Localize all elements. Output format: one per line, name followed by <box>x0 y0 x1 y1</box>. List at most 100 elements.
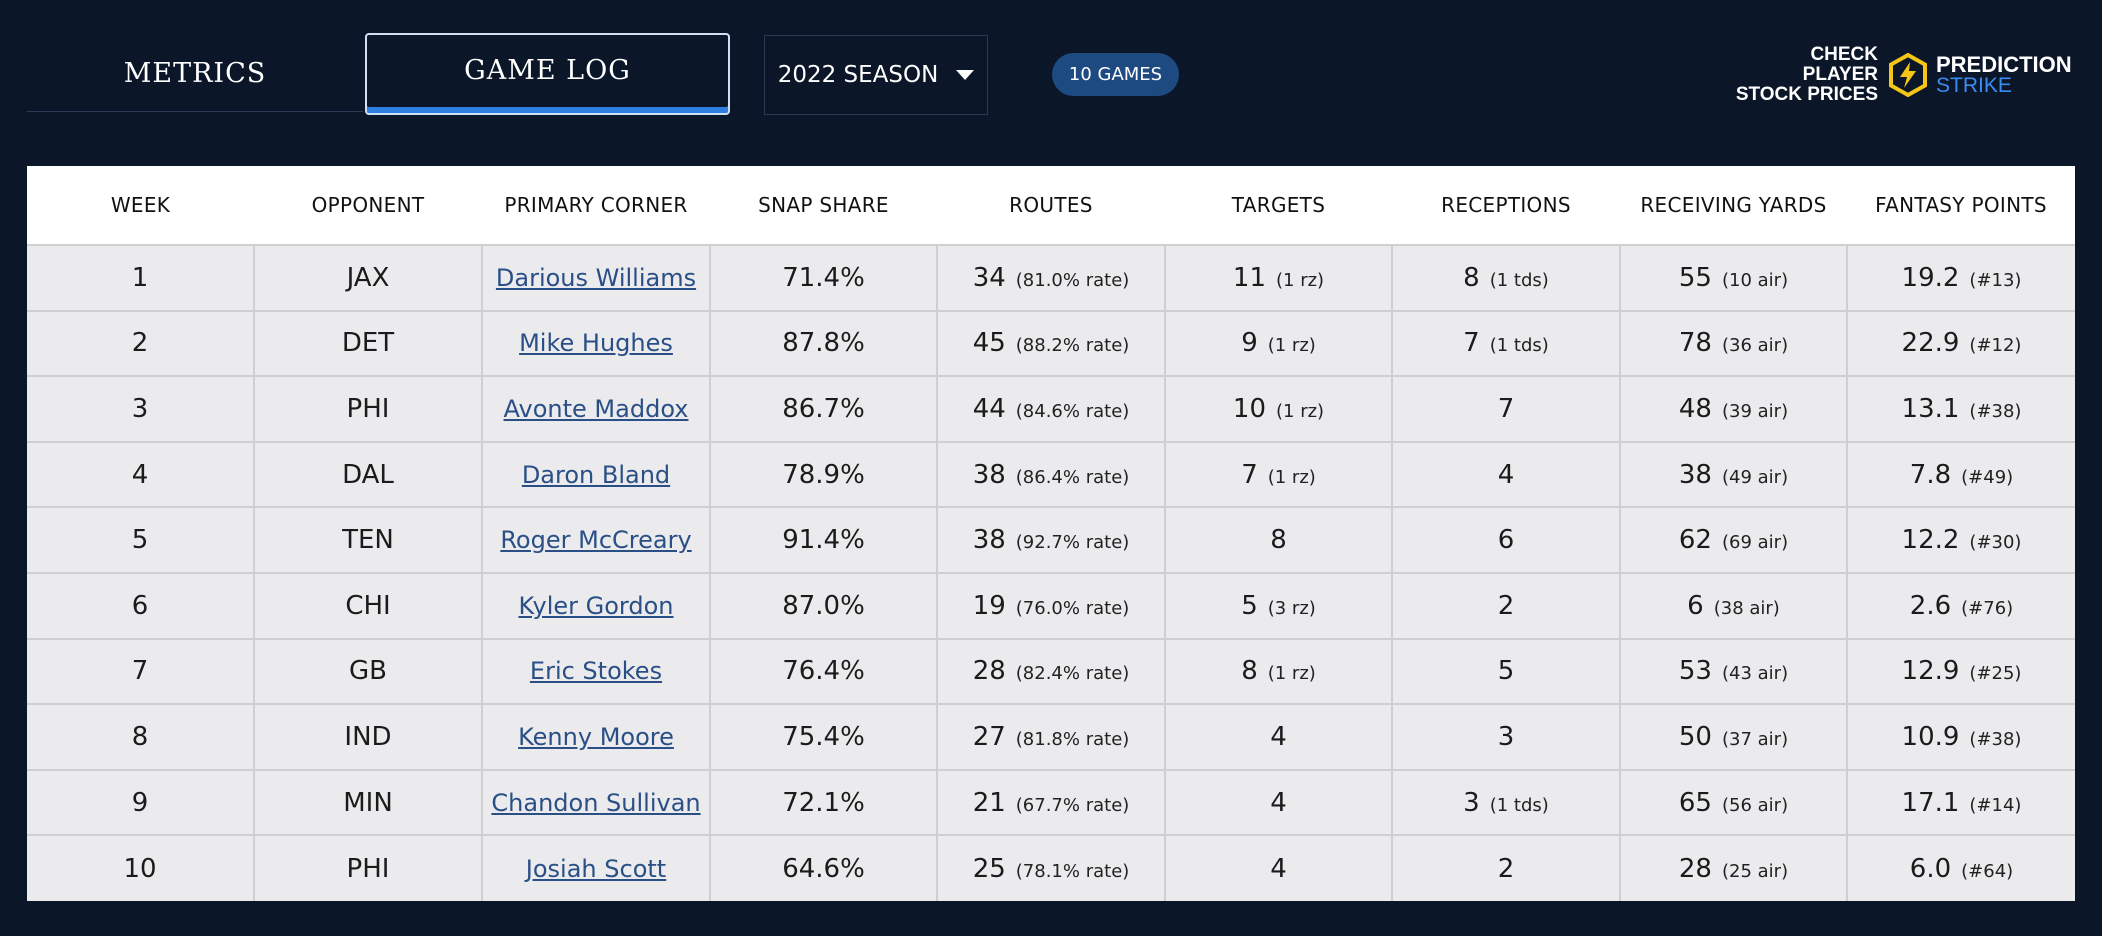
targets-cell-value: 7 <box>1241 459 1258 490</box>
games-count-badge: 10 GAMES <box>1052 53 1179 96</box>
routes-cell-value: 21 <box>972 787 1006 818</box>
fantasy-points-cell-detail: (#64) <box>1961 860 2014 882</box>
snap-share-cell: 76.4% <box>710 638 938 705</box>
column-header-receptions: RECEPTIONS <box>1392 166 1620 246</box>
routes-cell-value: 28 <box>972 656 1006 687</box>
table-row: 5 TEN Roger McCreary 91.4% 38 (92.7% rate) 8 6 6… <box>27 507 2075 573</box>
fantasy-points-cell-detail: (#12) <box>1969 335 2022 357</box>
column-header-opponent: OPPONENT <box>254 166 482 246</box>
primary-corner-link[interactable]: Avonte Maddox <box>503 394 689 423</box>
primary-corner-link[interactable]: Chandon Sullivan <box>491 788 701 817</box>
primary-corner-link[interactable]: Daron Bland <box>521 460 671 489</box>
fantasy-points-cell: 6.0 (#64) <box>1847 835 2075 901</box>
routes-cell: 44 (84.6% rate) <box>937 376 1166 442</box>
receiving-yards-cell: 50 (37 air) <box>1620 704 1848 770</box>
primary-corner-cell: Eric Stokes <box>482 638 711 705</box>
routes-cell-detail: (86.4% rate) <box>1015 466 1130 488</box>
routes-cell-value: 34 <box>972 262 1006 293</box>
game-log-table-container: WEEK OPPONENT PRIMARY CORNER SNAP SHARE ROUT… <box>27 166 2075 901</box>
table-row: 3 PHI Avonte Maddox 86.7% 44 (84.6% rate) 10 (1… <box>27 376 2075 442</box>
opponent-cell: PHI <box>254 376 483 442</box>
routes-cell: 21 (67.7% rate) <box>937 769 1166 836</box>
routes-cell-value: 45 <box>972 328 1006 359</box>
primary-corner-link[interactable]: Roger McCreary <box>500 526 692 555</box>
tab-game-log[interactable]: GAME LOG <box>365 33 730 115</box>
primary-corner-link[interactable]: Josiah Scott <box>525 854 667 883</box>
fantasy-points-cell: 10.9 (#38) <box>1847 704 2075 770</box>
receptions-cell-value: 4 <box>1497 459 1515 490</box>
receiving-yards-cell-detail: (36 air) <box>1721 335 1789 357</box>
routes-cell-detail: (82.4% rate) <box>1015 663 1130 685</box>
table-row: 9 MIN Chandon Sullivan 72.1% 21 (67.7% rate) 4… <box>27 769 2075 836</box>
table-body: 1 JAX Darious Williams 71.4% 34 (81.0% rate) 1… <box>27 245 2075 901</box>
receiving-yards-cell-value: 48 <box>1678 393 1712 424</box>
receptions-cell: 7 <box>1392 376 1621 442</box>
receptions-cell: 3 <box>1392 704 1621 770</box>
receptions-cell: 2 <box>1392 835 1621 901</box>
table-row: 1 JAX Darious Williams 71.4% 34 (81.0% rate) 1… <box>27 245 2075 311</box>
receptions-cell-value: 7 <box>1463 328 1480 359</box>
primary-corner-link[interactable]: Kenny Moore <box>518 722 674 751</box>
table-header-row: WEEK OPPONENT PRIMARY CORNER SNAP SHARE ROUT… <box>27 166 2075 246</box>
targets-cell-value: 4 <box>1270 721 1287 752</box>
brand-name: PREDICTION STRIKE <box>1936 54 2072 97</box>
receptions-cell-value: 3 <box>1497 721 1515 752</box>
targets-cell-value: 5 <box>1241 590 1258 621</box>
receiving-yards-cell-value: 53 <box>1678 656 1712 687</box>
table-row: 10 PHI Josiah Scott 64.6% 25 (78.1% rate) 4 2 28… <box>27 835 2075 901</box>
routes-cell: 28 (82.4% rate) <box>937 638 1166 705</box>
receiving-yards-cell: 65 (56 air) <box>1620 769 1848 836</box>
snap-share-cell: 87.0% <box>710 572 938 639</box>
primary-corner-link[interactable]: Eric Stokes <box>529 657 663 686</box>
caret-down-icon <box>956 70 975 80</box>
targets-cell-value: 10 <box>1232 393 1266 424</box>
receiving-yards-cell: 48 (39 air) <box>1620 376 1848 442</box>
routes-cell-detail: (76.0% rate) <box>1015 597 1130 619</box>
season-dropdown-value: 2022 SEASON <box>777 62 939 88</box>
primary-corner-cell: Kyler Gordon <box>482 572 711 639</box>
primary-corner-cell: Chandon Sullivan <box>482 769 711 836</box>
week-cell: 6 <box>27 572 255 639</box>
targets-cell-detail: (1 rz) <box>1267 466 1316 488</box>
primary-corner-cell: Josiah Scott <box>482 835 711 901</box>
column-header-targets: TARGETS <box>1165 166 1392 246</box>
fantasy-points-cell: 19.2 (#13) <box>1847 245 2075 311</box>
receiving-yards-cell-detail: (25 air) <box>1721 860 1789 882</box>
fantasy-points-cell: 12.2 (#30) <box>1847 507 2075 573</box>
receptions-cell: 2 <box>1392 572 1621 639</box>
routes-cell: 19 (76.0% rate) <box>937 572 1166 639</box>
receiving-yards-cell: 55 (10 air) <box>1620 245 1848 311</box>
routes-cell-value: 44 <box>972 393 1006 424</box>
receiving-yards-cell-detail: (39 air) <box>1721 400 1789 422</box>
primary-corner-link[interactable]: Kyler Gordon <box>518 591 674 620</box>
routes-cell: 38 (86.4% rate) <box>937 441 1166 508</box>
receiving-yards-cell: 6 (38 air) <box>1620 572 1848 639</box>
targets-cell: 4 <box>1165 835 1393 901</box>
column-header-routes: ROUTES <box>937 166 1165 246</box>
primary-corner-cell: Avonte Maddox <box>482 376 711 442</box>
tab-metrics[interactable]: METRICS <box>27 36 363 112</box>
snap-share-cell: 71.4% <box>710 245 938 311</box>
fantasy-points-cell-value: 10.9 <box>1901 721 1960 752</box>
targets-cell: 7 (1 rz) <box>1165 441 1393 508</box>
routes-cell-detail: (88.2% rate) <box>1015 335 1130 357</box>
week-cell: 3 <box>27 376 255 442</box>
brand-name-line-2: STRIKE <box>1936 74 2012 97</box>
fantasy-points-cell: 12.9 (#25) <box>1847 639 2075 705</box>
targets-cell: 4 <box>1165 769 1393 836</box>
primary-corner-cell: Daron Bland <box>482 441 711 508</box>
fantasy-points-cell-detail: (#38) <box>1969 728 2022 750</box>
primary-corner-link[interactable]: Darious Williams <box>495 263 697 292</box>
targets-cell-value: 4 <box>1270 787 1287 818</box>
routes-cell-value: 27 <box>972 721 1006 752</box>
snap-share-cell: 64.6% <box>710 835 938 901</box>
prediction-strike-promo-link[interactable]: CHECK PLAYER STOCK PRICES PREDICTION STR… <box>1730 45 2075 105</box>
routes-cell: 27 (81.8% rate) <box>937 704 1166 770</box>
primary-corner-cell: Darious Williams <box>482 245 711 311</box>
routes-cell-detail: (78.1% rate) <box>1015 860 1130 882</box>
receptions-cell: 5 <box>1392 638 1621 705</box>
fantasy-points-cell-value: 2.6 <box>1909 590 1952 621</box>
receptions-cell-value: 6 <box>1497 525 1515 556</box>
primary-corner-link[interactable]: Mike Hughes <box>519 329 673 358</box>
season-dropdown[interactable]: 2022 SEASON <box>764 35 988 115</box>
